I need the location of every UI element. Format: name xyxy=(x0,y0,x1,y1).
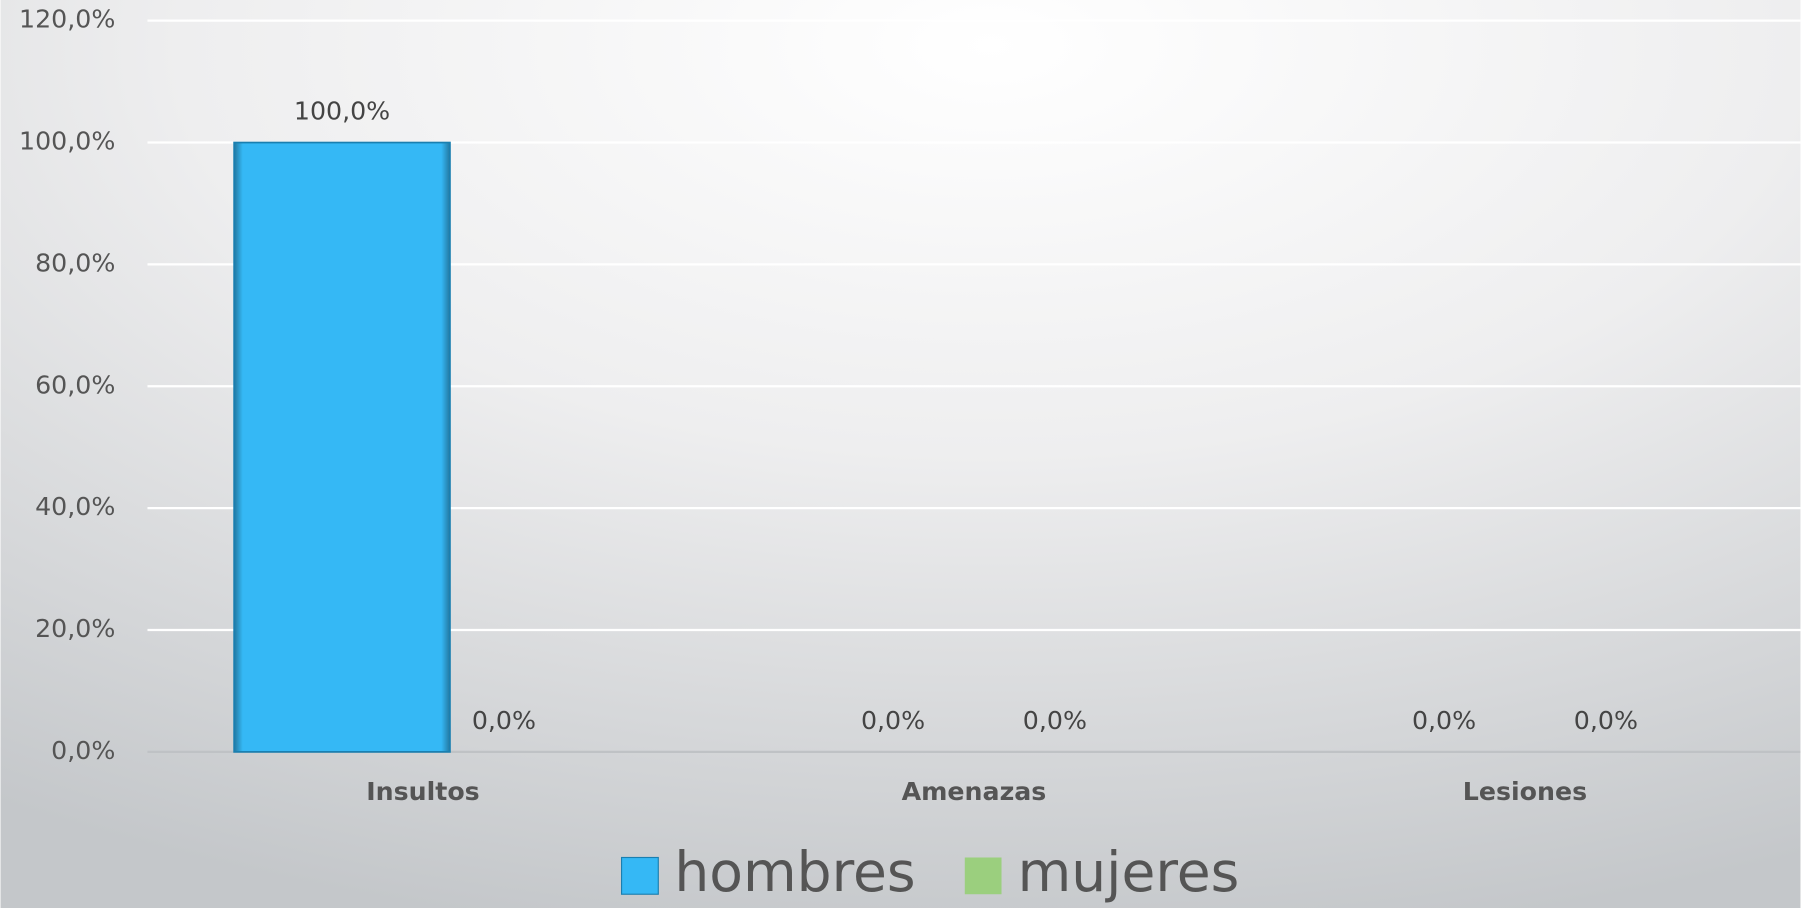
legend-swatch xyxy=(620,856,659,895)
bar-bevel xyxy=(233,141,451,753)
data-label: 0,0% xyxy=(861,706,925,735)
y-tick-label: 0,0% xyxy=(51,736,115,765)
y-tick-label: 80,0% xyxy=(35,248,115,277)
bar-group xyxy=(233,141,451,753)
y-tick-label: 40,0% xyxy=(35,492,115,521)
data-label: 0,0% xyxy=(1023,706,1087,735)
y-tick-label: 20,0% xyxy=(35,614,115,643)
legend-swatch xyxy=(964,857,1002,895)
y-tick-label: 120,0% xyxy=(19,5,115,34)
x-tick-label: Amenazas xyxy=(902,777,1047,806)
data-label: 0,0% xyxy=(472,706,536,735)
y-tick-label: 60,0% xyxy=(35,370,115,399)
x-tick-label: Insultos xyxy=(366,777,479,806)
y-tick-label: 100,0% xyxy=(19,127,115,156)
data-label: 100,0% xyxy=(294,97,390,126)
legend-label: hombres xyxy=(674,840,915,904)
data-label: 0,0% xyxy=(1412,706,1476,735)
legend-label: mujeres xyxy=(1018,840,1240,904)
data-label: 0,0% xyxy=(1574,706,1638,735)
x-tick-label: Lesiones xyxy=(1463,777,1587,806)
